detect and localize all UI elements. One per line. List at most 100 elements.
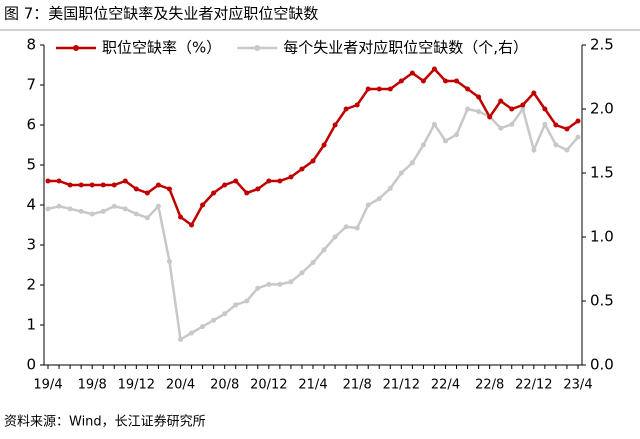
point bbox=[299, 166, 305, 172]
point bbox=[487, 114, 493, 120]
point bbox=[398, 170, 404, 176]
point bbox=[520, 102, 526, 108]
point bbox=[398, 78, 404, 84]
point bbox=[365, 202, 371, 208]
point bbox=[45, 178, 51, 184]
point bbox=[509, 121, 515, 127]
point bbox=[531, 90, 537, 96]
point bbox=[332, 234, 338, 240]
point bbox=[200, 324, 206, 330]
point bbox=[520, 106, 526, 112]
y-tick-label: 1 bbox=[26, 316, 36, 334]
x-tick-label: 20/8 bbox=[210, 378, 239, 393]
point bbox=[376, 86, 382, 92]
point bbox=[277, 178, 283, 184]
legend-marker bbox=[254, 45, 261, 51]
point bbox=[343, 224, 349, 230]
point bbox=[575, 134, 581, 140]
point bbox=[564, 147, 570, 153]
y2-tick-label: 1.5 bbox=[590, 164, 614, 182]
point bbox=[244, 190, 250, 196]
point bbox=[409, 70, 415, 76]
y-tick-label: 4 bbox=[26, 196, 36, 214]
point bbox=[189, 222, 195, 228]
point bbox=[178, 214, 183, 220]
point bbox=[431, 66, 437, 72]
point bbox=[111, 182, 117, 188]
point bbox=[200, 202, 206, 208]
point bbox=[288, 174, 294, 180]
point bbox=[553, 122, 559, 128]
y2-tick-label: 0.0 bbox=[590, 356, 614, 374]
x-tick-label: 22/12 bbox=[515, 378, 552, 393]
source-note: 资料来源：Wind，长江证券研究所 bbox=[4, 414, 206, 430]
point bbox=[420, 78, 426, 84]
point bbox=[542, 121, 548, 127]
point bbox=[553, 142, 559, 148]
point bbox=[122, 206, 128, 212]
point bbox=[266, 281, 272, 287]
x-tick-label: 21/8 bbox=[343, 378, 372, 393]
point bbox=[542, 106, 548, 112]
series-line bbox=[48, 67, 579, 227]
point bbox=[100, 208, 106, 214]
point bbox=[476, 109, 482, 115]
y-tick-label: 5 bbox=[26, 156, 36, 174]
point bbox=[354, 102, 360, 108]
point bbox=[365, 86, 371, 92]
point bbox=[233, 302, 239, 308]
point bbox=[178, 336, 183, 342]
point bbox=[310, 260, 316, 266]
point bbox=[476, 94, 482, 100]
y2-tick-label: 2.5 bbox=[590, 36, 614, 54]
point bbox=[133, 211, 139, 217]
point bbox=[89, 182, 95, 188]
point bbox=[111, 203, 117, 209]
point bbox=[233, 178, 239, 184]
point bbox=[299, 270, 305, 276]
point bbox=[155, 203, 161, 209]
point bbox=[465, 106, 471, 112]
point bbox=[222, 311, 228, 317]
point bbox=[255, 186, 261, 192]
point bbox=[509, 106, 515, 112]
point bbox=[431, 121, 437, 127]
y2-tick-label: 2.0 bbox=[590, 100, 614, 118]
point bbox=[266, 178, 272, 184]
chart-title: 图 7：美国职位空缺率及失业者对应职位空缺数 bbox=[4, 5, 318, 23]
point bbox=[189, 330, 195, 336]
point bbox=[288, 279, 294, 285]
y-tick-label: 6 bbox=[26, 116, 36, 134]
x-tick-label: 19/8 bbox=[78, 378, 107, 393]
point bbox=[255, 285, 261, 291]
point bbox=[211, 190, 217, 196]
point bbox=[321, 247, 327, 253]
point bbox=[498, 125, 504, 131]
point bbox=[211, 317, 217, 323]
point bbox=[166, 186, 172, 192]
point bbox=[409, 160, 415, 166]
y-tick-label: 7 bbox=[26, 76, 36, 94]
y-tick-label: 0 bbox=[26, 356, 36, 374]
point bbox=[343, 106, 349, 112]
y-tick-label: 8 bbox=[26, 36, 36, 54]
point bbox=[376, 196, 382, 202]
point bbox=[321, 142, 327, 148]
point bbox=[531, 147, 537, 153]
point bbox=[498, 98, 504, 104]
point bbox=[465, 86, 471, 92]
x-tick-label: 19/12 bbox=[118, 378, 155, 393]
point bbox=[89, 211, 95, 217]
point bbox=[454, 132, 460, 138]
point bbox=[155, 182, 161, 188]
x-tick-label: 22/8 bbox=[475, 378, 504, 393]
point bbox=[354, 225, 360, 231]
point bbox=[387, 86, 393, 92]
point bbox=[67, 182, 73, 188]
point bbox=[244, 298, 250, 304]
point bbox=[310, 158, 316, 164]
point bbox=[78, 182, 84, 188]
point bbox=[387, 185, 393, 191]
x-tick-label: 21/4 bbox=[298, 378, 327, 393]
